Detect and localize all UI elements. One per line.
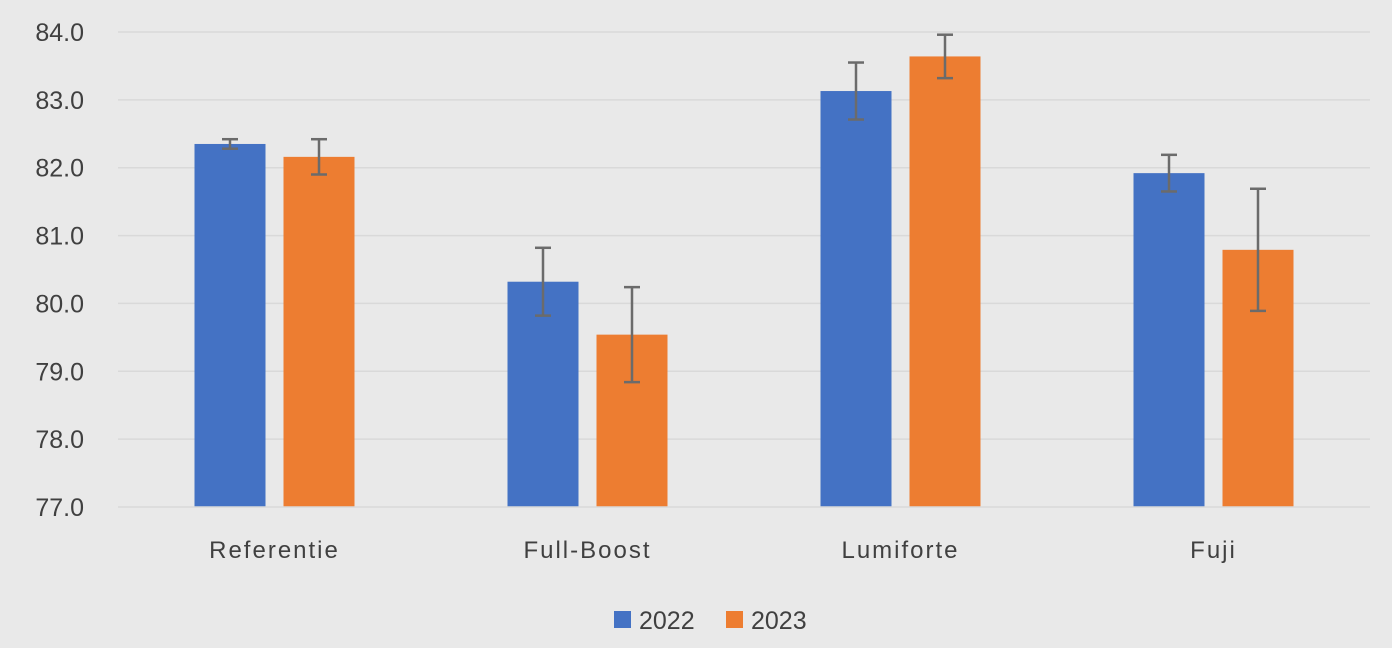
legend-label-2022: 2022: [639, 607, 695, 635]
y-tick-label: 84.0: [35, 19, 84, 47]
bars: [194, 56, 1294, 508]
bar-2023-referentie: [283, 156, 355, 507]
y-tick-label: 80.0: [35, 290, 84, 318]
bar-2022-referentie: [194, 143, 266, 507]
y-axis-ticks: 77.0 78.0 79.0 80.0 81.0 82.0 83.0 84.0: [35, 19, 84, 522]
legend-label-2023: 2023: [751, 607, 807, 635]
y-tick-label: 79.0: [35, 358, 84, 386]
bar-2023-lumiforte: [909, 56, 981, 508]
y-tick-label: 77.0: [35, 494, 84, 522]
x-tick-label: Fuji: [1190, 537, 1237, 564]
x-tick-label: Lumiforte: [841, 537, 959, 564]
y-tick-label: 78.0: [35, 426, 84, 454]
y-tick-label: 81.0: [35, 223, 84, 251]
x-tick-label: Referentie: [209, 537, 340, 564]
legend-swatch-2022: [614, 611, 631, 628]
x-axis-ticks: Referentie Full-Boost Lumiforte Fuji: [209, 537, 1237, 564]
y-tick-label: 82.0: [35, 155, 84, 183]
legend-swatch-2023: [726, 611, 743, 628]
x-tick-label: Full-Boost: [523, 537, 651, 564]
bar-2022-lumiforte: [820, 91, 892, 508]
legend: 2022 2023: [614, 607, 807, 635]
bar-2022-fuji: [1133, 173, 1205, 507]
y-tick-label: 83.0: [35, 87, 84, 115]
error-bars: [222, 33, 1266, 384]
bar-2022-full-boost: [507, 281, 579, 507]
